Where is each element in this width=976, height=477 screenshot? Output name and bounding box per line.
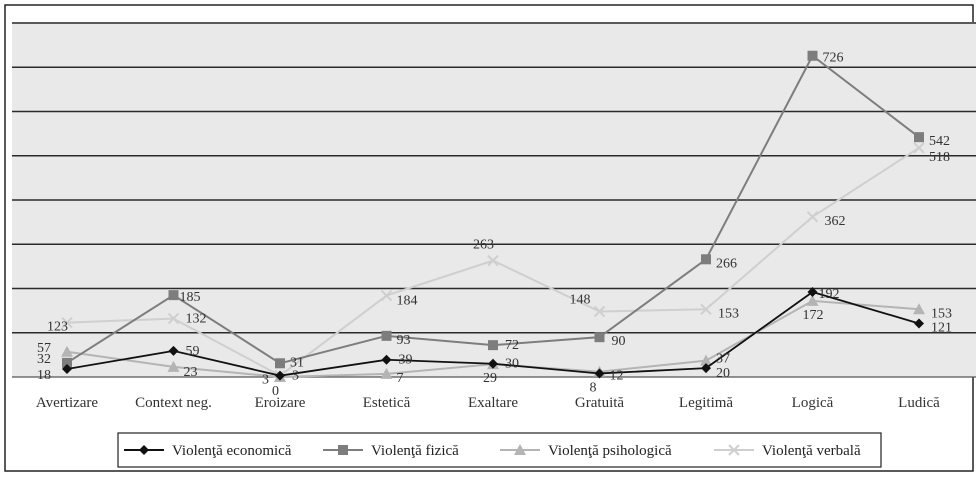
data-label: 153 [718, 306, 739, 321]
data-point [381, 330, 392, 341]
data-label: 12 [610, 369, 624, 384]
legend-item: Violenţă fizică [323, 443, 459, 459]
data-label: 123 [47, 320, 68, 335]
data-point [806, 211, 819, 223]
x-tick-label: Context neg. [135, 395, 212, 411]
data-label: 18 [37, 368, 51, 383]
legend-label: Violenţă economică [172, 443, 292, 459]
x-tick-label: Avertizare [36, 395, 99, 411]
data-point [700, 354, 712, 366]
data-label: 32 [37, 352, 51, 367]
series-1 [62, 50, 924, 369]
data-point [61, 345, 73, 357]
legend-label: Violenţă fizică [371, 443, 459, 459]
data-label: 90 [612, 334, 626, 349]
x-tick-label: Gratuită [575, 395, 624, 411]
data-label: 8 [590, 380, 597, 395]
data-point [167, 312, 180, 325]
data-point [380, 289, 393, 302]
data-point [594, 332, 605, 343]
data-label: 148 [570, 293, 591, 308]
data-label: 23 [184, 365, 198, 380]
data-label: 29 [483, 371, 497, 386]
data-point [728, 444, 740, 456]
data-label: 7 [397, 371, 404, 386]
data-point [488, 340, 498, 351]
data-label: 59 [186, 344, 200, 359]
data-point [701, 363, 711, 374]
data-point [514, 444, 526, 455]
data-point [807, 50, 818, 61]
data-point [487, 254, 499, 267]
data-label: 72 [505, 338, 519, 353]
data-label: 121 [931, 320, 952, 335]
x-tick-label: Legitimă [679, 395, 733, 411]
data-label: 37 [716, 352, 730, 367]
legend-item: Violenţă psihologică [500, 443, 672, 459]
data-label: 192 [819, 287, 840, 302]
x-tick-label: Eroizare [255, 395, 306, 411]
data-label: 57 [37, 341, 51, 356]
legend-item: Violenţă economică [124, 443, 292, 459]
data-label: 39 [399, 353, 413, 368]
data-label: 185 [180, 290, 201, 305]
series-group [61, 50, 925, 382]
data-point [275, 358, 285, 369]
data-point [914, 318, 924, 329]
data-point [168, 345, 179, 356]
data-label: 20 [716, 366, 730, 381]
data-point [167, 360, 180, 372]
data-label: 172 [803, 308, 824, 323]
data-label: 266 [716, 256, 737, 271]
data-label: 184 [397, 294, 418, 309]
data-point [913, 142, 925, 154]
data-point [381, 354, 392, 365]
data-point [807, 287, 818, 298]
data-label: 132 [186, 312, 207, 327]
x-tick-label: Exaltare [468, 395, 518, 411]
data-point [338, 445, 348, 455]
data-point [806, 294, 819, 306]
gridlines [12, 22, 976, 334]
data-point [701, 254, 711, 265]
legend-label: Violenţă verbală [762, 443, 861, 459]
data-point [275, 370, 285, 381]
data-label: 518 [929, 150, 950, 165]
data-point [62, 357, 72, 368]
legend-label: Violenţă psihologică [548, 443, 672, 459]
legend: Violenţă economică Violenţă fizică Violenţ… [117, 432, 882, 468]
data-point [594, 368, 605, 379]
x-tick-label: Estetică [363, 395, 411, 411]
data-label: 30 [505, 357, 519, 372]
data-point [700, 303, 712, 316]
data-point [61, 316, 73, 329]
x-tick-label: Ludică [898, 395, 940, 411]
data-point [62, 364, 72, 375]
data-label: 93 [397, 333, 411, 348]
data-label: 31 [290, 355, 304, 370]
data-point [168, 290, 179, 301]
data-point [380, 367, 393, 379]
data-label: 0 [272, 384, 279, 399]
data-label: 263 [473, 238, 494, 253]
data-point [488, 358, 498, 369]
data-point [914, 132, 924, 143]
data-label: 542 [929, 134, 950, 149]
data-label: 726 [823, 51, 844, 66]
x-tick-labels: Avertizare Context neg. Eroizare Estetică Ex… [36, 395, 940, 411]
series-0 [62, 287, 924, 381]
data-label: 3 [292, 369, 299, 384]
legend-items: Violenţă economică Violenţă fizică Violenţ… [124, 443, 861, 459]
data-point [593, 305, 606, 318]
legend-item: Violenţă verbală [714, 443, 861, 459]
data-label: 153 [931, 306, 952, 321]
data-label: 362 [825, 214, 846, 229]
x-tick-label: Logică [792, 395, 834, 411]
data-label: 3 [262, 373, 269, 388]
data-point [139, 445, 149, 455]
data-point [913, 303, 925, 315]
